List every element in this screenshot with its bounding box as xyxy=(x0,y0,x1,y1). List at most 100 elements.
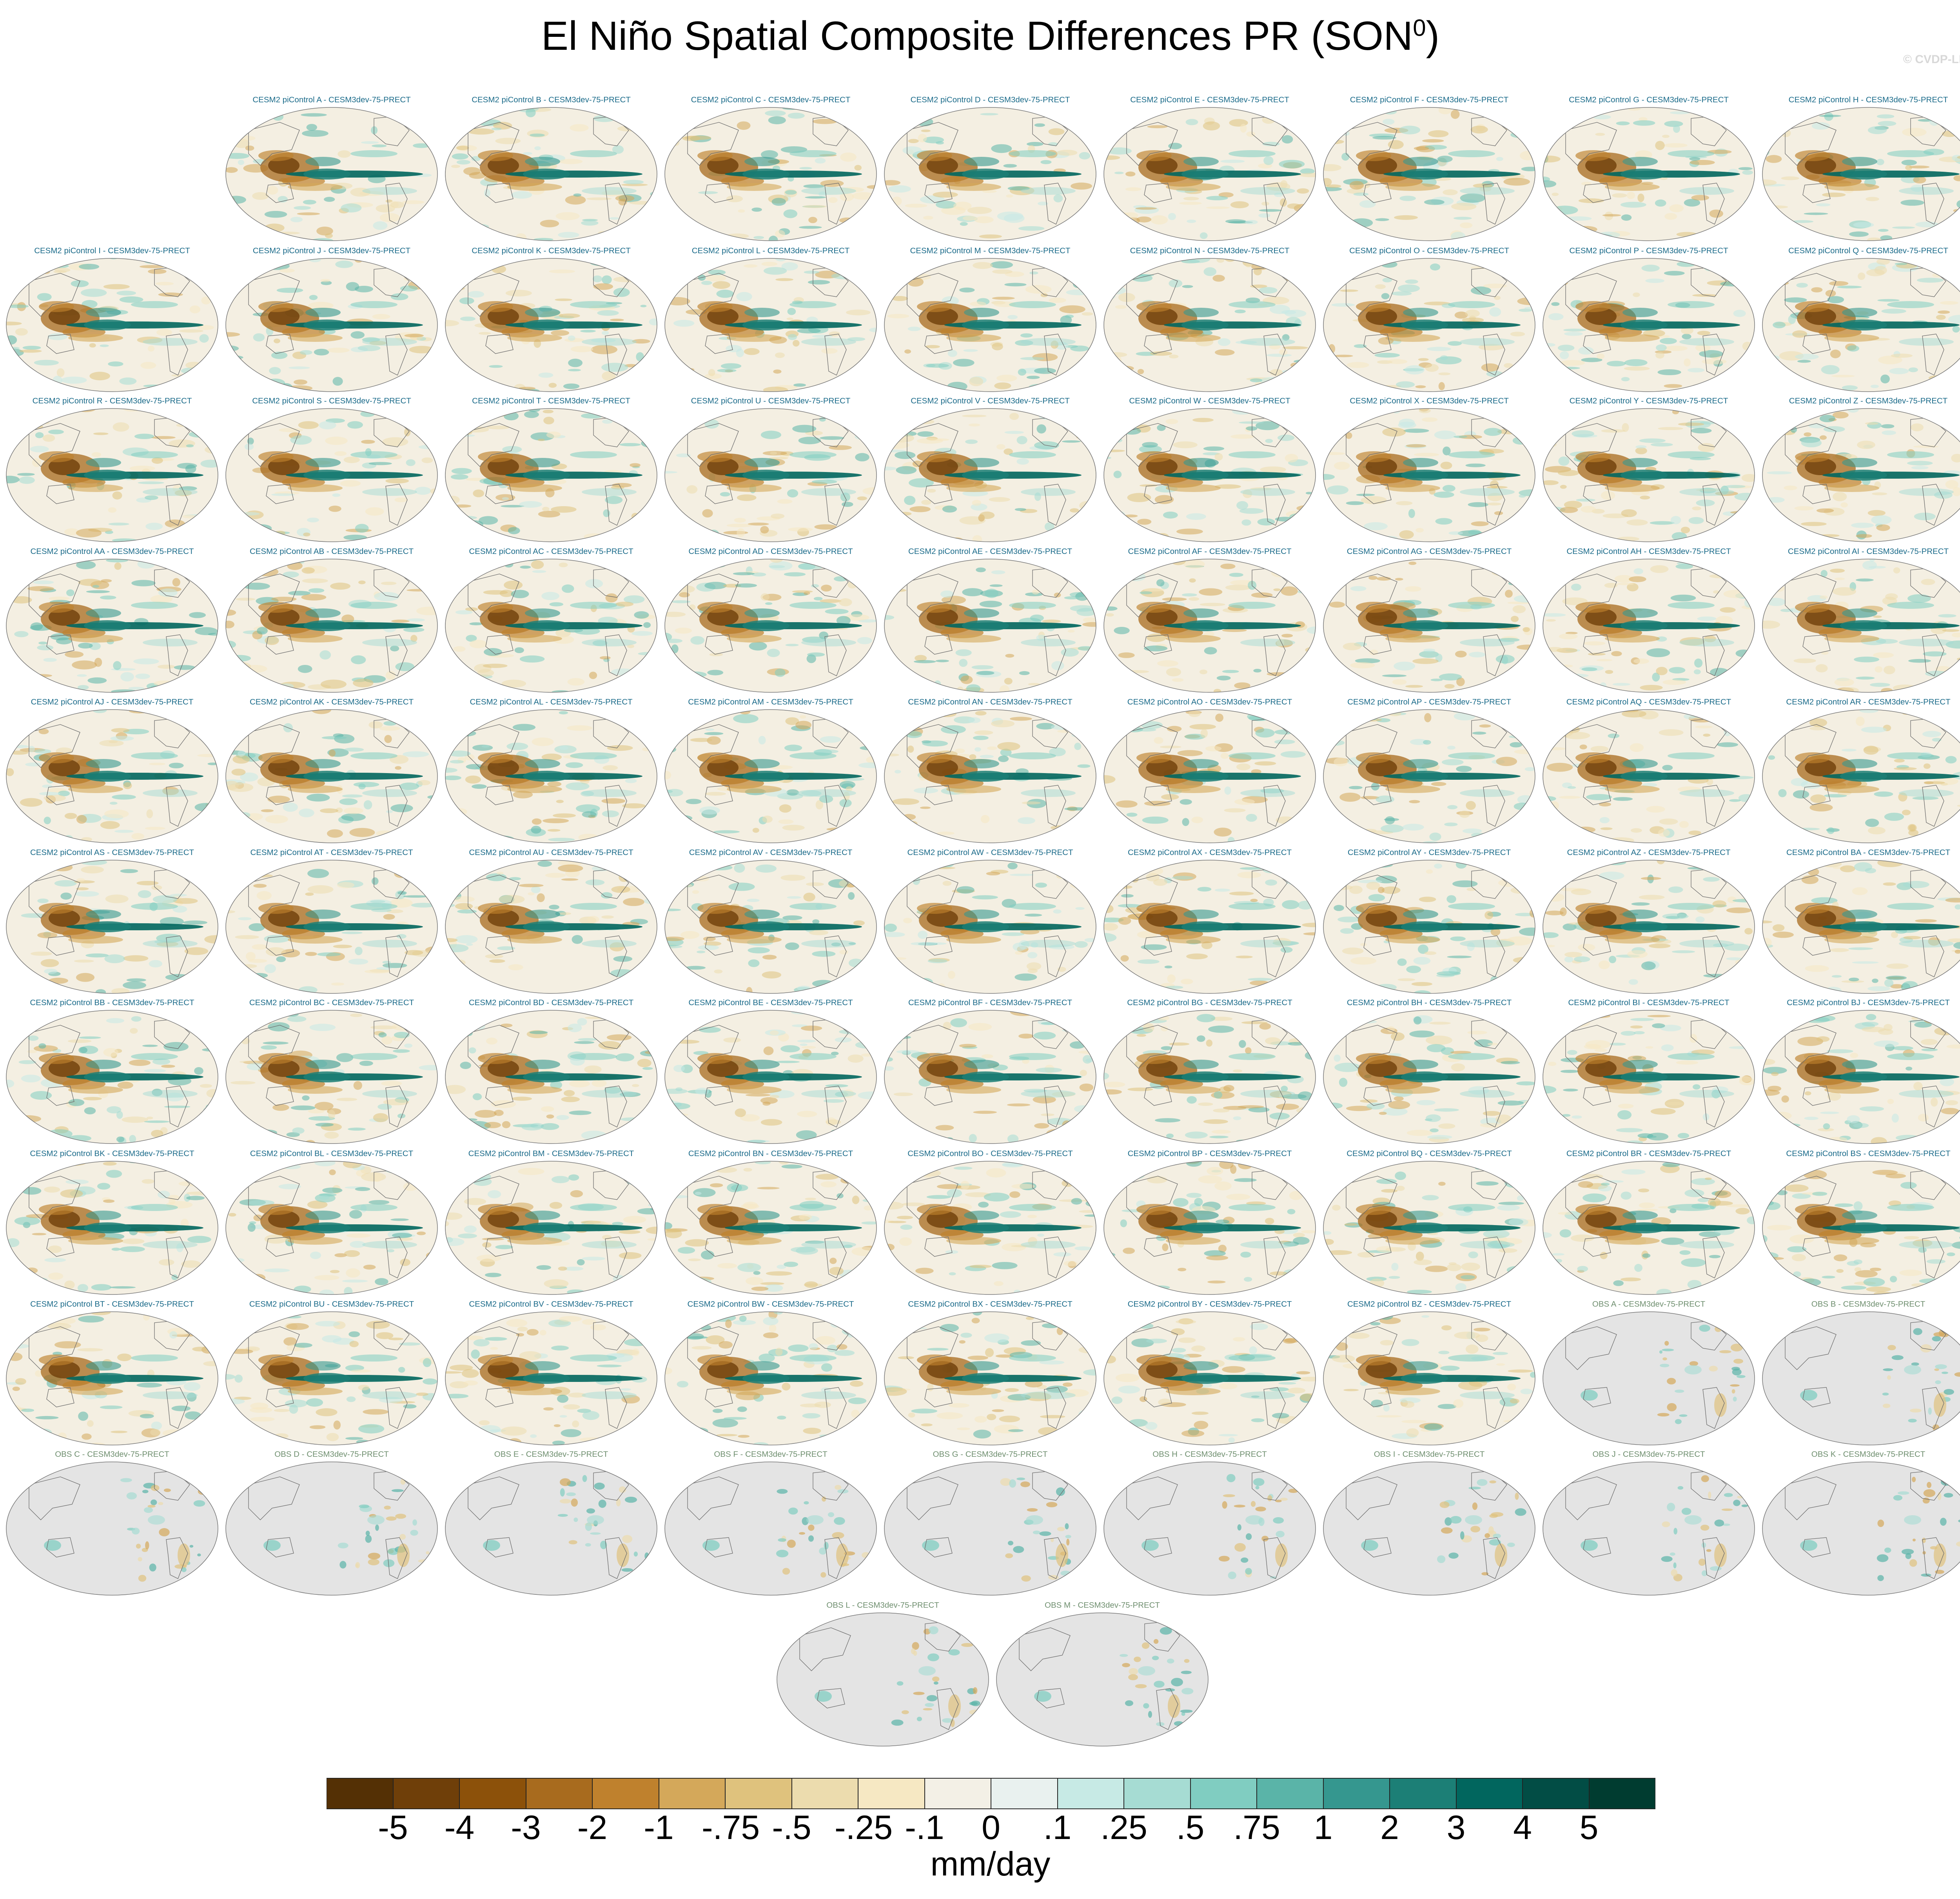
title-superscript: 0 xyxy=(1413,15,1426,41)
panel-map xyxy=(1103,709,1316,843)
colorbar-box xyxy=(327,1778,393,1809)
map-panel: OBS C - CESM3dev-75-PRECT xyxy=(5,1449,220,1598)
map-panel: CESM2 piControl AX - CESM3dev-75-PRECT xyxy=(1102,847,1317,996)
panel-map xyxy=(1323,860,1535,994)
panel-title: OBS H - CESM3dev-75-PRECT xyxy=(1152,1450,1267,1459)
colorbar-tick-label: .5 xyxy=(1176,1809,1205,1846)
map-panel: CESM2 piControl BE - CESM3dev-75-PRECT xyxy=(663,997,878,1146)
colorbar-box xyxy=(1523,1778,1589,1809)
panel-title: OBS E - CESM3dev-75-PRECT xyxy=(494,1450,608,1459)
panel-map xyxy=(884,709,1096,843)
map-panel: CESM2 piControl AA - CESM3dev-75-PRECT xyxy=(5,546,220,695)
colorbar-box xyxy=(659,1778,725,1809)
panel-title: CESM2 piControl BB - CESM3dev-75-PRECT xyxy=(30,998,194,1007)
map-panel: CESM2 piControl BP - CESM3dev-75-PRECT xyxy=(1102,1148,1317,1297)
colorbar-box xyxy=(1589,1778,1655,1809)
panel-map xyxy=(1543,1461,1755,1596)
panel-map xyxy=(6,709,218,843)
panel-map xyxy=(884,559,1096,693)
panel-title: OBS B - CESM3dev-75-PRECT xyxy=(1811,1300,1926,1309)
map-panel: CESM2 piControl AQ - CESM3dev-75-PRECT xyxy=(1541,696,1756,845)
panel-map xyxy=(1323,107,1535,241)
map-panel: OBS D - CESM3dev-75-PRECT xyxy=(224,1449,439,1598)
panel-map xyxy=(1103,1010,1316,1144)
map-panel: CESM2 piControl AU - CESM3dev-75-PRECT xyxy=(444,847,659,996)
panel-map xyxy=(6,1311,218,1445)
colorbar-tick-label: 2 xyxy=(1380,1809,1399,1846)
map-panel: CESM2 piControl BZ - CESM3dev-75-PRECT xyxy=(1322,1298,1537,1447)
map-panel: CESM2 piControl R - CESM3dev-75-PRECT xyxy=(5,395,220,544)
panel-map xyxy=(1543,408,1755,542)
panel-map xyxy=(1762,1161,1960,1295)
panel-map xyxy=(1543,1161,1755,1295)
panel-map xyxy=(777,1612,989,1746)
map-panel: CESM2 piControl BB - CESM3dev-75-PRECT xyxy=(5,997,220,1146)
colorbar-box xyxy=(592,1778,659,1809)
panel-map xyxy=(1323,408,1535,542)
panel-map xyxy=(1762,1461,1960,1596)
map-panel: CESM2 piControl BD - CESM3dev-75-PRECT xyxy=(444,997,659,1146)
panel-map xyxy=(225,709,438,843)
panel-title: CESM2 piControl AA - CESM3dev-75-PRECT xyxy=(30,547,194,556)
map-panel: CESM2 piControl AE - CESM3dev-75-PRECT xyxy=(883,546,1098,695)
map-panel: CESM2 piControl B - CESM3dev-75-PRECT xyxy=(444,94,659,243)
panel-title: CESM2 piControl G - CESM3dev-75-PRECT xyxy=(1569,95,1729,104)
panel-map xyxy=(225,1311,438,1445)
panel-title: CESM2 piControl T - CESM3dev-75-PRECT xyxy=(472,396,630,405)
colorbar-box xyxy=(1257,1778,1323,1809)
panel-title: CESM2 piControl B - CESM3dev-75-PRECT xyxy=(472,95,631,104)
map-panel: CESM2 piControl BO - CESM3dev-75-PRECT xyxy=(883,1148,1098,1297)
panel-title: CESM2 piControl BR - CESM3dev-75-PRECT xyxy=(1566,1149,1731,1158)
colorbar-tick-label: .75 xyxy=(1233,1809,1280,1846)
panel-title: CESM2 piControl BJ - CESM3dev-75-PRECT xyxy=(1787,998,1950,1007)
colorbar-tick-label: 1 xyxy=(1314,1809,1333,1846)
panel-map xyxy=(664,258,877,392)
panel-map xyxy=(1323,1311,1535,1445)
colorbar-box xyxy=(924,1778,991,1809)
panel-title: CESM2 piControl L - CESM3dev-75-PRECT xyxy=(691,246,850,255)
map-panel: CESM2 piControl AJ - CESM3dev-75-PRECT xyxy=(5,696,220,845)
panel-map xyxy=(1762,107,1960,241)
panel-map xyxy=(225,860,438,994)
colorbar-tick-label: -.5 xyxy=(772,1809,811,1846)
map-panel: CESM2 piControl BY - CESM3dev-75-PRECT xyxy=(1102,1298,1317,1447)
panel-title: CESM2 piControl BL - CESM3dev-75-PRECT xyxy=(250,1149,414,1158)
map-panel: CESM2 piControl BI - CESM3dev-75-PRECT xyxy=(1541,997,1756,1146)
panel-map xyxy=(1543,709,1755,843)
panel-map xyxy=(664,559,877,693)
colorbar-box xyxy=(1323,1778,1390,1809)
map-panel: CESM2 piControl AF - CESM3dev-75-PRECT xyxy=(1102,546,1317,695)
colorbar-tick-label: 5 xyxy=(1579,1809,1599,1846)
panel-title: CESM2 piControl AC - CESM3dev-75-PRECT xyxy=(469,547,633,556)
map-panel: CESM2 piControl S - CESM3dev-75-PRECT xyxy=(224,395,439,544)
map-panel: OBS L - CESM3dev-75-PRECT xyxy=(775,1599,990,1748)
panel-title: CESM2 piControl BH - CESM3dev-75-PRECT xyxy=(1347,998,1512,1007)
panel-title: CESM2 piControl Y - CESM3dev-75-PRECT xyxy=(1569,396,1728,405)
panel-map xyxy=(6,408,218,542)
panel-title: CESM2 piControl BQ - CESM3dev-75-PRECT xyxy=(1347,1149,1512,1158)
panel-title: CESM2 piControl AG - CESM3dev-75-PRECT xyxy=(1347,547,1512,556)
panel-title: CESM2 piControl P - CESM3dev-75-PRECT xyxy=(1569,246,1728,255)
panel-map xyxy=(1103,1161,1316,1295)
panel-map xyxy=(1323,1010,1535,1144)
panel-title: CESM2 piControl BP - CESM3dev-75-PRECT xyxy=(1127,1149,1292,1158)
panel-title: CESM2 piControl AF - CESM3dev-75-PRECT xyxy=(1128,547,1292,556)
map-panel: CESM2 piControl BX - CESM3dev-75-PRECT xyxy=(883,1298,1098,1447)
panel-title: CESM2 piControl X - CESM3dev-75-PRECT xyxy=(1350,396,1509,405)
panel-map xyxy=(664,1311,877,1445)
panel-map xyxy=(1103,408,1316,542)
map-panel: CESM2 piControl AC - CESM3dev-75-PRECT xyxy=(444,546,659,695)
map-panel: CESM2 piControl G - CESM3dev-75-PRECT xyxy=(1541,94,1756,243)
map-panel: CESM2 piControl H - CESM3dev-75-PRECT xyxy=(1761,94,1960,243)
panel-map xyxy=(884,107,1096,241)
map-panel: CESM2 piControl BU - CESM3dev-75-PRECT xyxy=(224,1298,439,1447)
panel-title: CESM2 piControl BS - CESM3dev-75-PRECT xyxy=(1786,1149,1951,1158)
map-panel: CESM2 piControl BT - CESM3dev-75-PRECT xyxy=(5,1298,220,1447)
colorbar-box xyxy=(1057,1778,1124,1809)
panel-map xyxy=(225,559,438,693)
map-panel: CESM2 piControl BC - CESM3dev-75-PRECT xyxy=(224,997,439,1146)
panel-title: CESM2 piControl AI - CESM3dev-75-PRECT xyxy=(1788,547,1949,556)
map-panel: CESM2 piControl T - CESM3dev-75-PRECT xyxy=(444,395,659,544)
colorbar-box xyxy=(393,1778,459,1809)
panel-title: CESM2 piControl BO - CESM3dev-75-PRECT xyxy=(907,1149,1073,1158)
